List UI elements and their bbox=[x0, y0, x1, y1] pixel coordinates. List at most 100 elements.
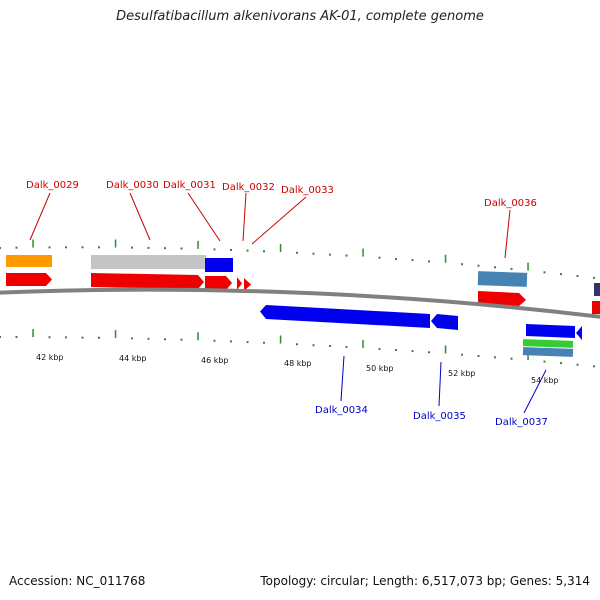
edge-feature-navy bbox=[594, 283, 600, 296]
forward-minor-tick bbox=[312, 252, 315, 255]
reverse-minor-tick bbox=[131, 337, 133, 340]
forward-minor-tick bbox=[510, 267, 513, 270]
forward-minor-tick bbox=[560, 273, 562, 276]
forward-minor-tick bbox=[180, 247, 183, 250]
reverse-minor-tick bbox=[213, 339, 216, 342]
forward-minor-tick bbox=[0, 247, 1, 249]
reverse-minor-tick bbox=[477, 355, 480, 357]
gene-label[interactable]: Dalk_0029 bbox=[26, 180, 79, 191]
forward-major-tick bbox=[527, 262, 529, 271]
gene-label[interactable]: Dalk_0035 bbox=[413, 411, 466, 422]
forward-minor-tick bbox=[345, 254, 348, 257]
edge-feature-red bbox=[592, 301, 600, 314]
reverse-major-tick bbox=[114, 330, 117, 339]
reverse-minor-tick bbox=[0, 336, 1, 338]
gene-label[interactable]: Dalk_0031 bbox=[163, 180, 216, 191]
reverse-minor-tick bbox=[312, 344, 315, 347]
reverse-tick-ring bbox=[0, 329, 595, 368]
forward-minor-tick bbox=[65, 246, 67, 249]
gene-label[interactable]: Dalk_0032 bbox=[222, 182, 275, 193]
genome-backbone bbox=[0, 287, 600, 319]
gene-dalk-0037-cds[interactable] bbox=[526, 324, 575, 338]
forward-minor-tick bbox=[164, 247, 166, 250]
forward-minor-tick bbox=[246, 249, 249, 252]
reverse-minor-tick bbox=[593, 365, 595, 368]
reverse-minor-tick bbox=[147, 337, 150, 340]
forward-minor-tick bbox=[263, 250, 265, 253]
ruler-label: 46 kbp bbox=[201, 356, 229, 365]
gene-dalk-0031-feature[interactable] bbox=[205, 258, 233, 272]
forward-minor-tick bbox=[461, 263, 463, 266]
gene-dalk-0036-feature[interactable] bbox=[477, 271, 528, 287]
gene-label[interactable]: Dalk_0037 bbox=[495, 417, 548, 428]
forward-minor-tick bbox=[428, 260, 430, 263]
reverse-gene-track bbox=[260, 305, 582, 357]
gene-dalk-0034-cds[interactable] bbox=[260, 305, 430, 328]
gene-dalk-0037-rna[interactable] bbox=[522, 339, 574, 348]
reverse-minor-tick bbox=[65, 336, 67, 339]
reverse-minor-tick bbox=[345, 346, 348, 348]
gene-dalk-0030-cds[interactable] bbox=[91, 273, 204, 289]
reverse-major-tick bbox=[362, 339, 364, 348]
gene-dalk-0031-cds[interactable] bbox=[205, 276, 232, 290]
gene-dalk-0032-cds[interactable] bbox=[237, 277, 242, 290]
gene-label[interactable]: Dalk_0034 bbox=[315, 405, 368, 416]
forward-minor-tick bbox=[98, 246, 100, 249]
reverse-minor-tick bbox=[164, 338, 166, 341]
gene-dalk-0037-end[interactable] bbox=[576, 326, 582, 340]
gene-label[interactable]: Dalk_0033 bbox=[281, 185, 334, 196]
forward-major-tick bbox=[362, 248, 364, 257]
reverse-minor-tick bbox=[576, 363, 579, 366]
gene-label[interactable]: Dalk_0030 bbox=[106, 180, 159, 191]
gene-dalk-0037-feature[interactable] bbox=[522, 347, 574, 357]
reverse-minor-tick bbox=[246, 341, 249, 344]
gene-dalk-0030-feature[interactable] bbox=[91, 255, 206, 269]
forward-minor-tick bbox=[230, 249, 232, 251]
forward-minor-tick bbox=[411, 259, 414, 262]
gene-dalk-0035-cds[interactable] bbox=[431, 314, 458, 330]
reverse-minor-tick bbox=[48, 336, 51, 339]
forward-minor-tick bbox=[477, 264, 480, 267]
forward-minor-tick bbox=[15, 246, 18, 249]
reverse-minor-tick bbox=[494, 356, 496, 359]
forward-minor-tick bbox=[81, 246, 84, 249]
callout-lines bbox=[29, 192, 547, 414]
reverse-minor-tick bbox=[81, 336, 84, 339]
ruler-labels: 42 kbp 44 kbp 46 kbp 48 kbp 50 kbp 52 kb… bbox=[36, 353, 559, 385]
forward-major-tick bbox=[197, 240, 199, 249]
ruler-label: 54 kbp bbox=[531, 376, 559, 385]
gene-dalk-0029-cds[interactable] bbox=[6, 273, 52, 286]
forward-minor-tick bbox=[494, 266, 496, 269]
reverse-minor-tick bbox=[329, 345, 331, 347]
gene-dalk-0029-feature[interactable] bbox=[6, 255, 52, 267]
reverse-minor-tick bbox=[180, 338, 183, 341]
reverse-minor-tick bbox=[510, 357, 513, 360]
forward-major-tick bbox=[444, 254, 447, 263]
forward-minor-tick bbox=[593, 276, 595, 279]
gene-dalk-0036-cds[interactable] bbox=[478, 291, 526, 306]
forward-minor-tick bbox=[543, 271, 546, 274]
reverse-minor-tick bbox=[411, 350, 414, 353]
reverse-major-tick bbox=[197, 332, 199, 341]
forward-minor-tick bbox=[296, 251, 298, 254]
reverse-minor-tick bbox=[395, 349, 397, 351]
reverse-minor-tick bbox=[230, 340, 232, 343]
reverse-minor-tick bbox=[15, 336, 18, 338]
reverse-major-tick bbox=[32, 329, 34, 338]
accession-text: Accession: NC_011768 bbox=[9, 574, 146, 588]
forward-major-tick bbox=[114, 239, 117, 248]
gene-label[interactable]: Dalk_0036 bbox=[484, 198, 537, 209]
reverse-minor-tick bbox=[263, 341, 265, 344]
reverse-major-tick bbox=[279, 335, 282, 344]
gene-dalk-0033-cds[interactable] bbox=[244, 278, 251, 291]
reverse-minor-tick bbox=[543, 360, 546, 363]
gene-labels: Dalk_0029 Dalk_0030 Dalk_0031 Dalk_0032 … bbox=[26, 180, 548, 428]
ruler-label: 50 kbp bbox=[366, 364, 394, 373]
ruler-label: 42 kbp bbox=[36, 353, 64, 362]
reverse-major-tick bbox=[527, 352, 529, 361]
reverse-minor-tick bbox=[560, 362, 562, 365]
forward-minor-tick bbox=[329, 253, 331, 256]
ruler-label: 44 kbp bbox=[119, 354, 147, 363]
forward-minor-tick bbox=[378, 256, 381, 259]
